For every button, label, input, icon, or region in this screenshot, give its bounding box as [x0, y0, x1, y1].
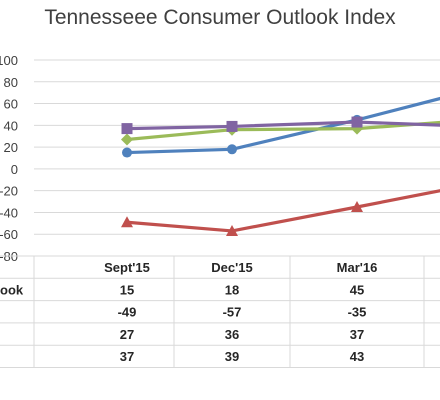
data-point [351, 201, 363, 212]
data-point [122, 147, 132, 158]
chart-title: Tennesseee Consumer Outlook Index [44, 6, 396, 29]
table-value: 36 [225, 327, 239, 342]
y-tick-label: -60 [0, 227, 18, 242]
y-tick-label: 60 [4, 97, 18, 112]
y-tick-label: 40 [4, 118, 18, 133]
table-value: 27 [120, 327, 134, 342]
series-line [126, 120, 440, 142]
data-point [121, 123, 133, 135]
table-value: 45 [350, 282, 364, 297]
y-tick-label: 0 [11, 162, 18, 177]
y-tick-label: -40 [0, 205, 18, 220]
table-value: 43 [350, 349, 364, 364]
data-point [227, 144, 237, 155]
table-value: 15 [120, 282, 134, 297]
table-value: 37 [350, 327, 364, 342]
table-value: 18 [225, 282, 239, 297]
category-label: Sept'15 [104, 260, 150, 275]
data-point [351, 116, 363, 128]
series-name: ook [0, 282, 24, 297]
y-tick-label: -20 [0, 184, 18, 199]
series-line [126, 96, 440, 155]
series-line [126, 120, 440, 131]
table-value: 39 [225, 349, 239, 364]
y-tick-label: 20 [4, 140, 18, 155]
table-value: -49 [118, 305, 137, 320]
data-point [226, 120, 238, 132]
category-label: Mar'16 [337, 260, 378, 275]
y-tick-label: 100 [0, 53, 18, 68]
data-point [121, 216, 133, 228]
category-label: Dec'15 [211, 260, 252, 275]
data-point [351, 122, 363, 135]
y-tick-label: 80 [4, 75, 18, 90]
series-line [126, 189, 440, 233]
table-value: -35 [348, 305, 367, 320]
data-point [121, 133, 133, 146]
data-point [226, 224, 238, 236]
table-value: 37 [120, 349, 134, 364]
table-value: -57 [223, 305, 242, 320]
